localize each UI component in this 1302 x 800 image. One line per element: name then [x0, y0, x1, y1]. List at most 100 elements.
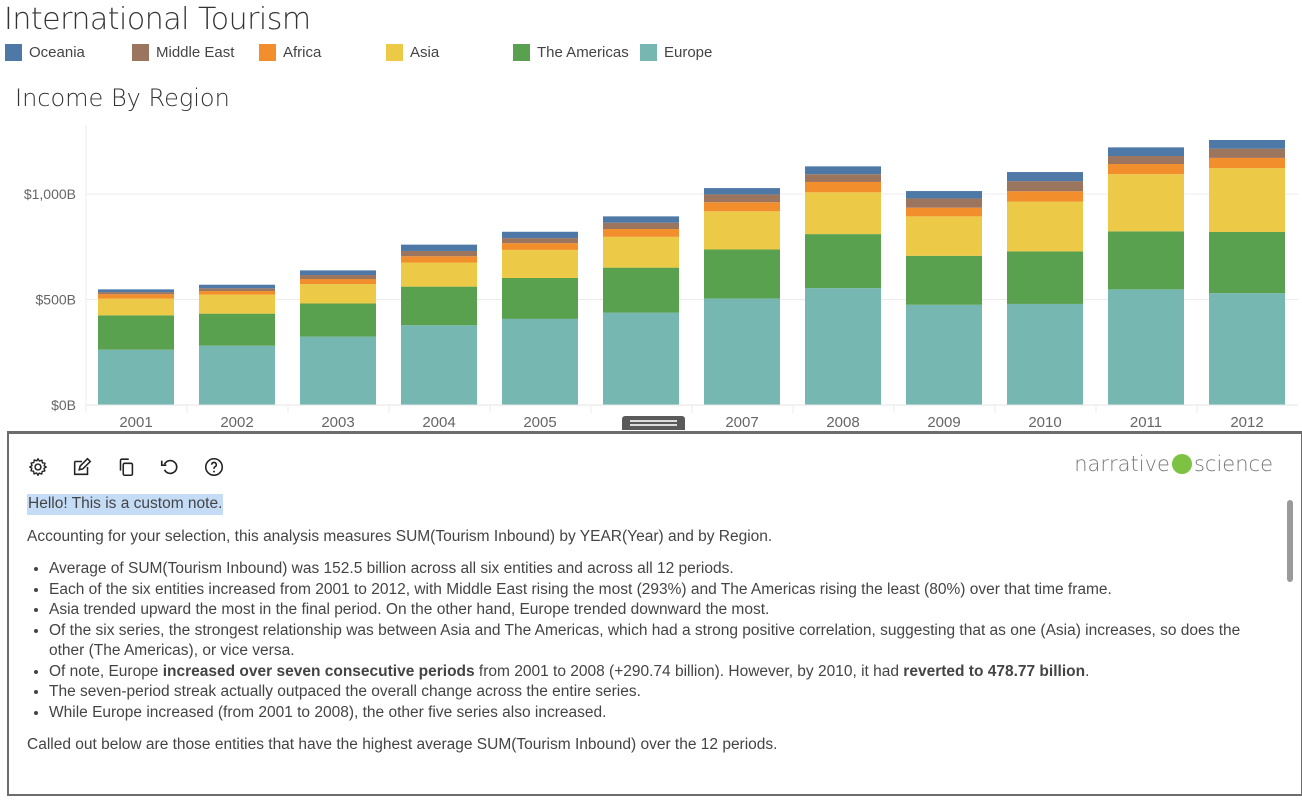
bar-segment-europe-2005[interactable] [502, 318, 578, 405]
bar-segment-asia-2010[interactable] [1007, 201, 1083, 252]
legend-item[interactable]: The Americas [513, 44, 629, 61]
x-tick-label: 2005 [523, 414, 556, 430]
bar-segment-oceania-2010[interactable] [1007, 172, 1083, 182]
bar-segment-europe-2003[interactable] [300, 336, 376, 405]
bar-segment-middle-east-2004[interactable] [401, 250, 477, 257]
bar-segment-oceania-2011[interactable] [1108, 147, 1184, 157]
bar-segment-europe-2004[interactable] [401, 325, 477, 405]
bar-segment-the-americas-2004[interactable] [401, 286, 477, 326]
bar-segment-asia-2012[interactable] [1209, 168, 1285, 232]
bar-segment-the-americas-2002[interactable] [199, 313, 275, 346]
bar-segment-the-americas-2007[interactable] [704, 249, 780, 299]
bar-segment-asia-2008[interactable] [805, 192, 881, 235]
bar-segment-oceania-2005[interactable] [502, 231, 578, 239]
legend-item[interactable]: Asia [386, 44, 439, 61]
narrative-science-logo: narrative science [1074, 452, 1273, 476]
bar-segment-middle-east-2009[interactable] [906, 198, 982, 208]
bar-segment-oceania-2008[interactable] [805, 166, 881, 175]
bar-segment-middle-east-2006[interactable] [603, 222, 679, 230]
bar-segment-africa-2008[interactable] [805, 181, 881, 193]
intro-text: Accounting for your selection, this anal… [27, 527, 773, 545]
bar-segment-africa-2012[interactable] [1209, 157, 1285, 169]
bar-segment-the-americas-2005[interactable] [502, 277, 578, 319]
scrollbar[interactable] [1287, 500, 1293, 582]
bar-segment-middle-east-2003[interactable] [300, 275, 376, 280]
bar-segment-asia-2006[interactable] [603, 236, 679, 268]
bar-segment-asia-2007[interactable] [704, 211, 780, 250]
outro-text: Called out below are those entities that… [27, 736, 778, 753]
bar-segment-oceania-2012[interactable] [1209, 139, 1285, 149]
bar-segment-the-americas-2001[interactable] [98, 315, 174, 350]
bar-segment-asia-2009[interactable] [906, 216, 982, 256]
bar-segment-europe-2007[interactable] [704, 298, 780, 405]
bar-segment-oceania-2006[interactable] [603, 216, 679, 223]
legend-item[interactable]: Europe [640, 44, 712, 61]
bar-segment-oceania-2002[interactable] [199, 284, 275, 289]
bar-segment-europe-2002[interactable] [199, 345, 275, 405]
bar-segment-africa-2003[interactable] [300, 279, 376, 285]
bar-segment-africa-2009[interactable] [906, 207, 982, 217]
bar-segment-asia-2002[interactable] [199, 294, 275, 314]
undo-button[interactable] [157, 454, 183, 480]
bar-segment-middle-east-2007[interactable] [704, 194, 780, 203]
legend-item[interactable]: Africa [259, 44, 321, 61]
bar-segment-asia-2004[interactable] [401, 262, 477, 287]
bar-segment-oceania-2004[interactable] [401, 244, 477, 251]
stacked-bar-chart: $0B$500B$1,000B2001200220032004200520062… [24, 125, 1298, 430]
bar-segment-europe-2010[interactable] [1007, 303, 1083, 405]
edit-button[interactable] [69, 454, 95, 480]
bar-segment-middle-east-2010[interactable] [1007, 181, 1083, 192]
bar-segment-the-americas-2010[interactable] [1007, 251, 1083, 304]
bar-segment-africa-2007[interactable] [704, 202, 780, 212]
bar-segment-the-americas-2011[interactable] [1108, 231, 1184, 290]
bar-segment-asia-2005[interactable] [502, 249, 578, 278]
x-tick-label: 2003 [321, 414, 354, 430]
insight-item: Each of the six entities increased from … [49, 580, 1271, 601]
bar-segment-europe-2012[interactable] [1209, 293, 1285, 405]
copy-button[interactable] [113, 454, 139, 480]
bar-segment-europe-2001[interactable] [98, 349, 174, 405]
bar-segment-europe-2009[interactable] [906, 304, 982, 405]
bar-segment-middle-east-2002[interactable] [199, 288, 275, 292]
bar-segment-middle-east-2005[interactable] [502, 238, 578, 244]
legend-item[interactable]: Middle East [132, 44, 234, 61]
bar-segment-the-americas-2006[interactable] [603, 267, 679, 313]
bar-segment-oceania-2003[interactable] [300, 270, 376, 276]
bar-segment-europe-2008[interactable] [805, 288, 881, 405]
bar-segment-middle-east-2012[interactable] [1209, 148, 1285, 158]
bar-segment-the-americas-2008[interactable] [805, 234, 881, 289]
bar-segment-the-americas-2009[interactable] [906, 255, 982, 305]
bar-segment-europe-2006[interactable] [603, 312, 679, 405]
bar-segment-asia-2003[interactable] [300, 284, 376, 304]
bar-segment-africa-2011[interactable] [1108, 164, 1184, 175]
bar-segment-africa-2010[interactable] [1007, 191, 1083, 202]
insight-text: from 2001 to 2008 (+290.74 billion). How… [474, 662, 904, 680]
bar-segment-middle-east-2008[interactable] [805, 174, 881, 182]
bar-segment-oceania-2001[interactable] [98, 289, 174, 293]
bar-segment-africa-2001[interactable] [98, 294, 174, 299]
undo-icon [160, 459, 178, 475]
bar-segment-oceania-2009[interactable] [906, 191, 982, 199]
bar-segment-middle-east-2001[interactable] [98, 292, 174, 295]
bar-segment-africa-2002[interactable] [199, 291, 275, 295]
bar-segment-the-americas-2003[interactable] [300, 303, 376, 337]
bar-segment-the-americas-2012[interactable] [1209, 231, 1285, 294]
bar-segment-africa-2006[interactable] [603, 229, 679, 237]
legend-item[interactable]: Oceania [5, 44, 85, 61]
copy-icon [119, 458, 134, 477]
resize-handle[interactable] [622, 416, 685, 430]
x-tick-label: 2010 [1028, 414, 1061, 430]
bar-segment-europe-2011[interactable] [1108, 289, 1184, 405]
legend-swatch [132, 44, 149, 61]
insight-text: Each of the six entities increased from … [49, 580, 1112, 598]
bar-segment-middle-east-2011[interactable] [1108, 156, 1184, 165]
bar-segment-asia-2001[interactable] [98, 298, 174, 316]
custom-note[interactable]: Hello! This is a custom note. [27, 494, 224, 515]
bar-segment-oceania-2007[interactable] [704, 188, 780, 195]
help-button[interactable] [201, 454, 227, 480]
bar-segment-asia-2011[interactable] [1108, 174, 1184, 232]
bar-segment-africa-2004[interactable] [401, 256, 477, 263]
gear-button[interactable] [25, 454, 51, 480]
insight-text: Average of SUM(Tourism Inbound) was 152.… [49, 560, 734, 577]
bar-segment-africa-2005[interactable] [502, 243, 578, 250]
